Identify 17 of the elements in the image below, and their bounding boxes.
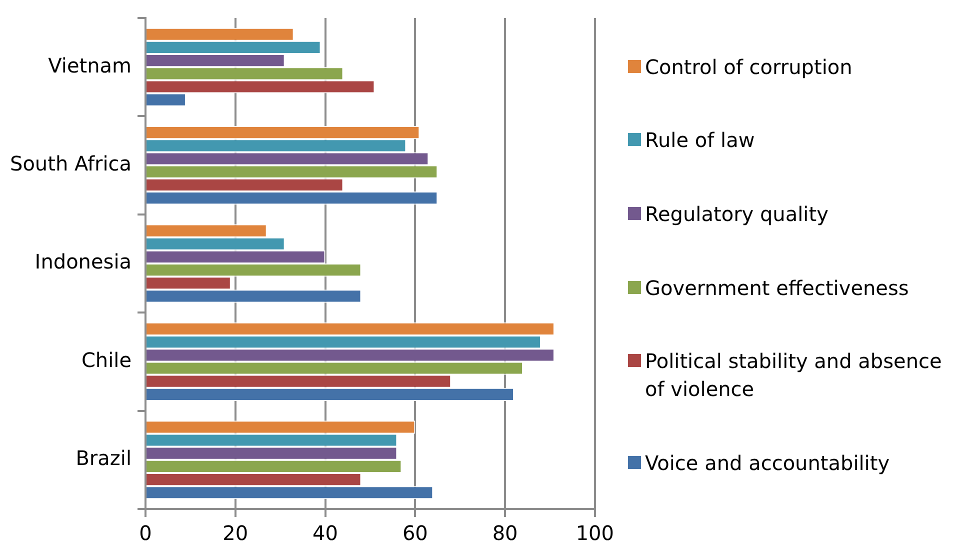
y-tick-label: Indonesia xyxy=(34,250,132,274)
x-tick-label: 80 xyxy=(492,521,518,546)
x-tick-label: 40 xyxy=(312,521,338,546)
legend-label: Government effectiveness xyxy=(645,274,909,302)
legend-label: Rule of law xyxy=(645,127,755,154)
y-tick-label: Vietnam xyxy=(48,53,132,78)
x-tick-label: 0 xyxy=(139,521,152,546)
legend-label: Regulatory quality xyxy=(645,201,828,228)
x-tick-label: 20 xyxy=(222,521,248,546)
legend-label: Control of corruption xyxy=(645,54,852,81)
legend-label: Political stability and absence of violence xyxy=(645,348,943,404)
y-tick-label: Chile xyxy=(81,348,132,372)
y-tick-label: South Africa xyxy=(10,152,132,176)
x-tick-label: 60 xyxy=(402,521,428,546)
x-tick-label: 100 xyxy=(576,521,614,546)
legend-label: Voice and accountability xyxy=(645,450,890,478)
y-tick-label: Brazil xyxy=(76,446,132,470)
